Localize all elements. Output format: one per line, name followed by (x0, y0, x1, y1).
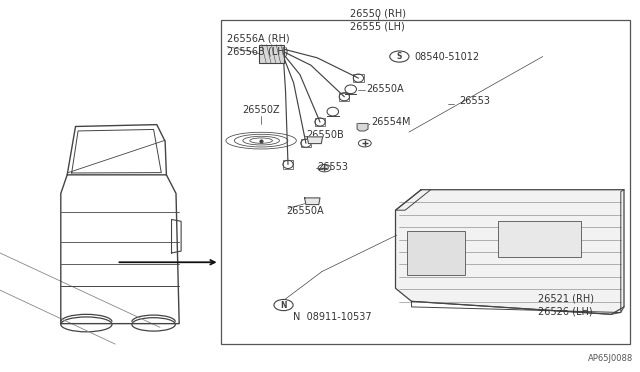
FancyBboxPatch shape (407, 231, 465, 275)
Text: 26550A: 26550A (287, 206, 324, 216)
FancyBboxPatch shape (498, 221, 581, 257)
Bar (339, 93, 349, 101)
Text: 26550B: 26550B (306, 130, 344, 140)
Text: 26550A: 26550A (367, 84, 404, 94)
Text: S: S (397, 52, 402, 61)
Polygon shape (396, 190, 624, 314)
Text: 26553: 26553 (317, 162, 348, 171)
FancyBboxPatch shape (259, 45, 284, 63)
Text: 08540-51012: 08540-51012 (415, 52, 480, 61)
Bar (221, 20, 630, 344)
Text: 26554M: 26554M (371, 117, 411, 127)
Text: 26550 (RH)
26555 (LH): 26550 (RH) 26555 (LH) (349, 8, 406, 31)
Bar (301, 139, 311, 147)
Text: 26550Z: 26550Z (243, 105, 280, 115)
Polygon shape (357, 124, 368, 131)
Text: 26521 (RH)
26526 (LH): 26521 (RH) 26526 (LH) (538, 294, 594, 317)
Polygon shape (305, 198, 320, 205)
Text: N  08911-10537: N 08911-10537 (293, 312, 372, 322)
Polygon shape (307, 137, 323, 144)
Bar (315, 118, 325, 126)
Text: N: N (280, 301, 287, 310)
Bar (353, 74, 364, 82)
Text: 26556A (RH)
26556B (LH): 26556A (RH) 26556B (LH) (227, 34, 290, 57)
Text: AP65J0088: AP65J0088 (588, 354, 634, 363)
Text: 26553: 26553 (460, 96, 490, 106)
Bar (283, 160, 293, 169)
